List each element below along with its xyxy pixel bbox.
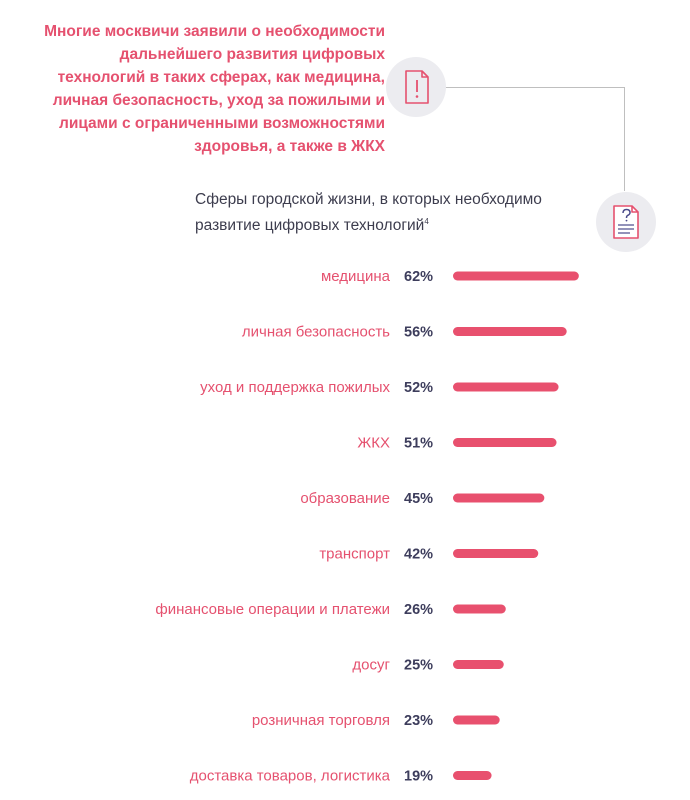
connector-line-vertical [624, 87, 625, 191]
category-label: розничная торговля [252, 712, 390, 729]
bar [453, 771, 492, 780]
category-label: досуг [352, 657, 390, 674]
bar [453, 604, 506, 614]
category-label: уход и поддержка пожилых [200, 379, 390, 396]
chart-title: Сферы городской жизни, в которых необход… [195, 189, 575, 237]
footnote-marker: 4 [424, 217, 429, 226]
connector-line [442, 87, 625, 88]
category-label: ЖКХ [357, 435, 390, 452]
bar [453, 660, 504, 669]
category-label: медицина [321, 268, 391, 285]
bar [453, 438, 557, 447]
value-label: 25% [404, 658, 433, 674]
category-label: финансовые операции и платежи [155, 601, 390, 618]
document-question-icon [596, 192, 656, 252]
value-label: 56% [404, 325, 433, 341]
value-label: 45% [404, 491, 433, 507]
bar [453, 327, 567, 336]
bar [453, 493, 545, 503]
headline: Многие москвичи заявили о необходимости … [44, 23, 385, 155]
bar-chart: медицина 62% личная безопасность 56% уход и … [155, 268, 579, 785]
value-label: 51% [404, 436, 433, 452]
category-label: транспорт [319, 546, 390, 563]
value-label: 23% [404, 713, 433, 729]
chart-title-text: Сферы городской жизни, в которых необход… [195, 191, 542, 235]
value-label: 62% [404, 269, 433, 285]
value-label: 26% [404, 602, 433, 618]
value-label: 19% [404, 769, 433, 785]
category-label: образование [300, 490, 390, 507]
bar [453, 271, 579, 281]
document-alert-icon [386, 57, 446, 117]
value-label: 42% [404, 547, 433, 563]
value-label: 52% [404, 380, 433, 396]
category-label: личная безопасность [242, 324, 390, 341]
category-label: доставка товаров, логистика [190, 768, 391, 785]
bar [453, 715, 500, 725]
bar [453, 549, 539, 558]
bar [453, 382, 559, 392]
